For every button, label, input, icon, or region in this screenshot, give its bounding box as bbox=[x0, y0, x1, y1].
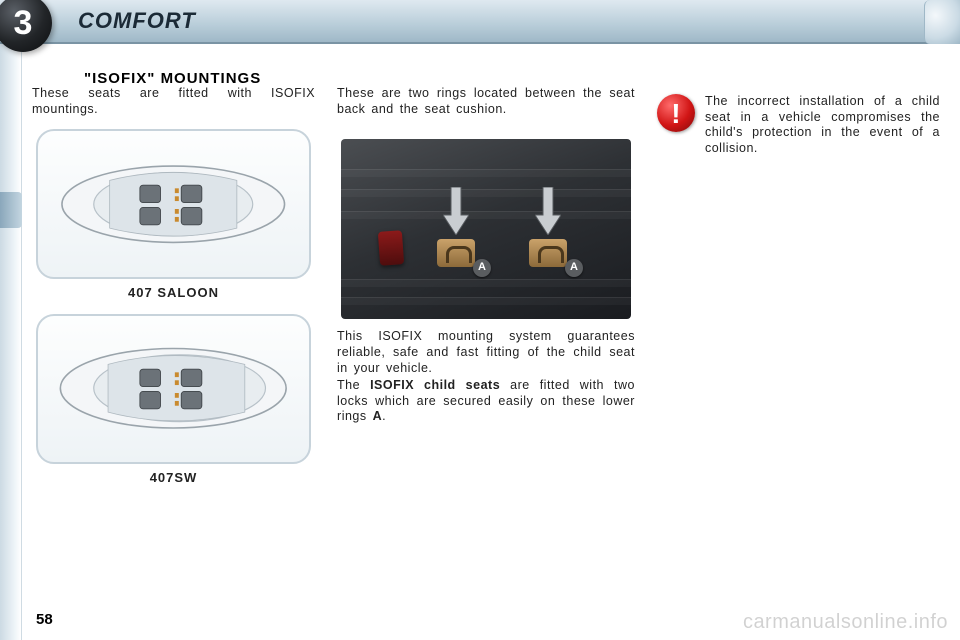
car-topview-saloon-icon bbox=[54, 140, 293, 268]
chapter-title: COMFORT bbox=[78, 8, 196, 34]
isofix-anchor-left-icon bbox=[437, 239, 475, 267]
colB-para2-ring: A bbox=[373, 409, 383, 423]
colA-intro: These seats are fitted with ISOFIX mount… bbox=[32, 86, 315, 117]
figure-407-saloon bbox=[36, 129, 311, 279]
down-arrow-right-icon bbox=[535, 187, 561, 235]
side-rail bbox=[0, 44, 22, 640]
colB-para2: The ISOFIX child seats are fitted with t… bbox=[337, 378, 635, 425]
warning-block: ! The incorrect installation of a child … bbox=[657, 94, 940, 157]
header-end-cap bbox=[924, 0, 960, 44]
figure2-caption: 407SW bbox=[32, 470, 315, 486]
column-middle: These are two rings located between the … bbox=[337, 86, 635, 600]
ring-label-a-left: A bbox=[473, 259, 491, 277]
down-arrow-left-icon bbox=[443, 187, 469, 235]
photo-isofix-rings: A A bbox=[341, 139, 631, 319]
figure-407sw bbox=[36, 314, 311, 464]
isofix-anchor-right-icon bbox=[529, 239, 567, 267]
colB-intro: These are two rings located between the … bbox=[337, 86, 635, 117]
column-left: These seats are fitted with ISOFIX mount… bbox=[32, 86, 315, 600]
colB-para2-bold: ISOFIX child seats bbox=[370, 378, 500, 392]
colB-para2-post: . bbox=[382, 409, 386, 423]
warning-icon: ! bbox=[657, 94, 695, 132]
colB-para2-pre: The bbox=[337, 378, 370, 392]
column-right: ! The incorrect installation of a child … bbox=[657, 86, 940, 600]
watermark: carmanualsonline.info bbox=[743, 611, 948, 634]
section-title: "ISOFIX" MOUNTINGS bbox=[84, 70, 261, 87]
colB-para1: This ISOFIX mounting system guarantees r… bbox=[337, 329, 635, 376]
ring-label-a-right: A bbox=[565, 259, 583, 277]
warning-text: The incorrect installation of a child se… bbox=[705, 94, 940, 157]
page-number: 58 bbox=[36, 611, 53, 628]
chapter-number: 3 bbox=[14, 4, 33, 43]
chapter-header: 3 COMFORT bbox=[0, 0, 960, 44]
car-topview-sw-icon bbox=[54, 324, 293, 452]
seatbelt-buckle-icon bbox=[378, 230, 404, 266]
figure1-caption: 407 SALOON bbox=[32, 285, 315, 301]
side-tab-active bbox=[0, 192, 22, 228]
chapter-number-badge: 3 bbox=[0, 0, 52, 52]
